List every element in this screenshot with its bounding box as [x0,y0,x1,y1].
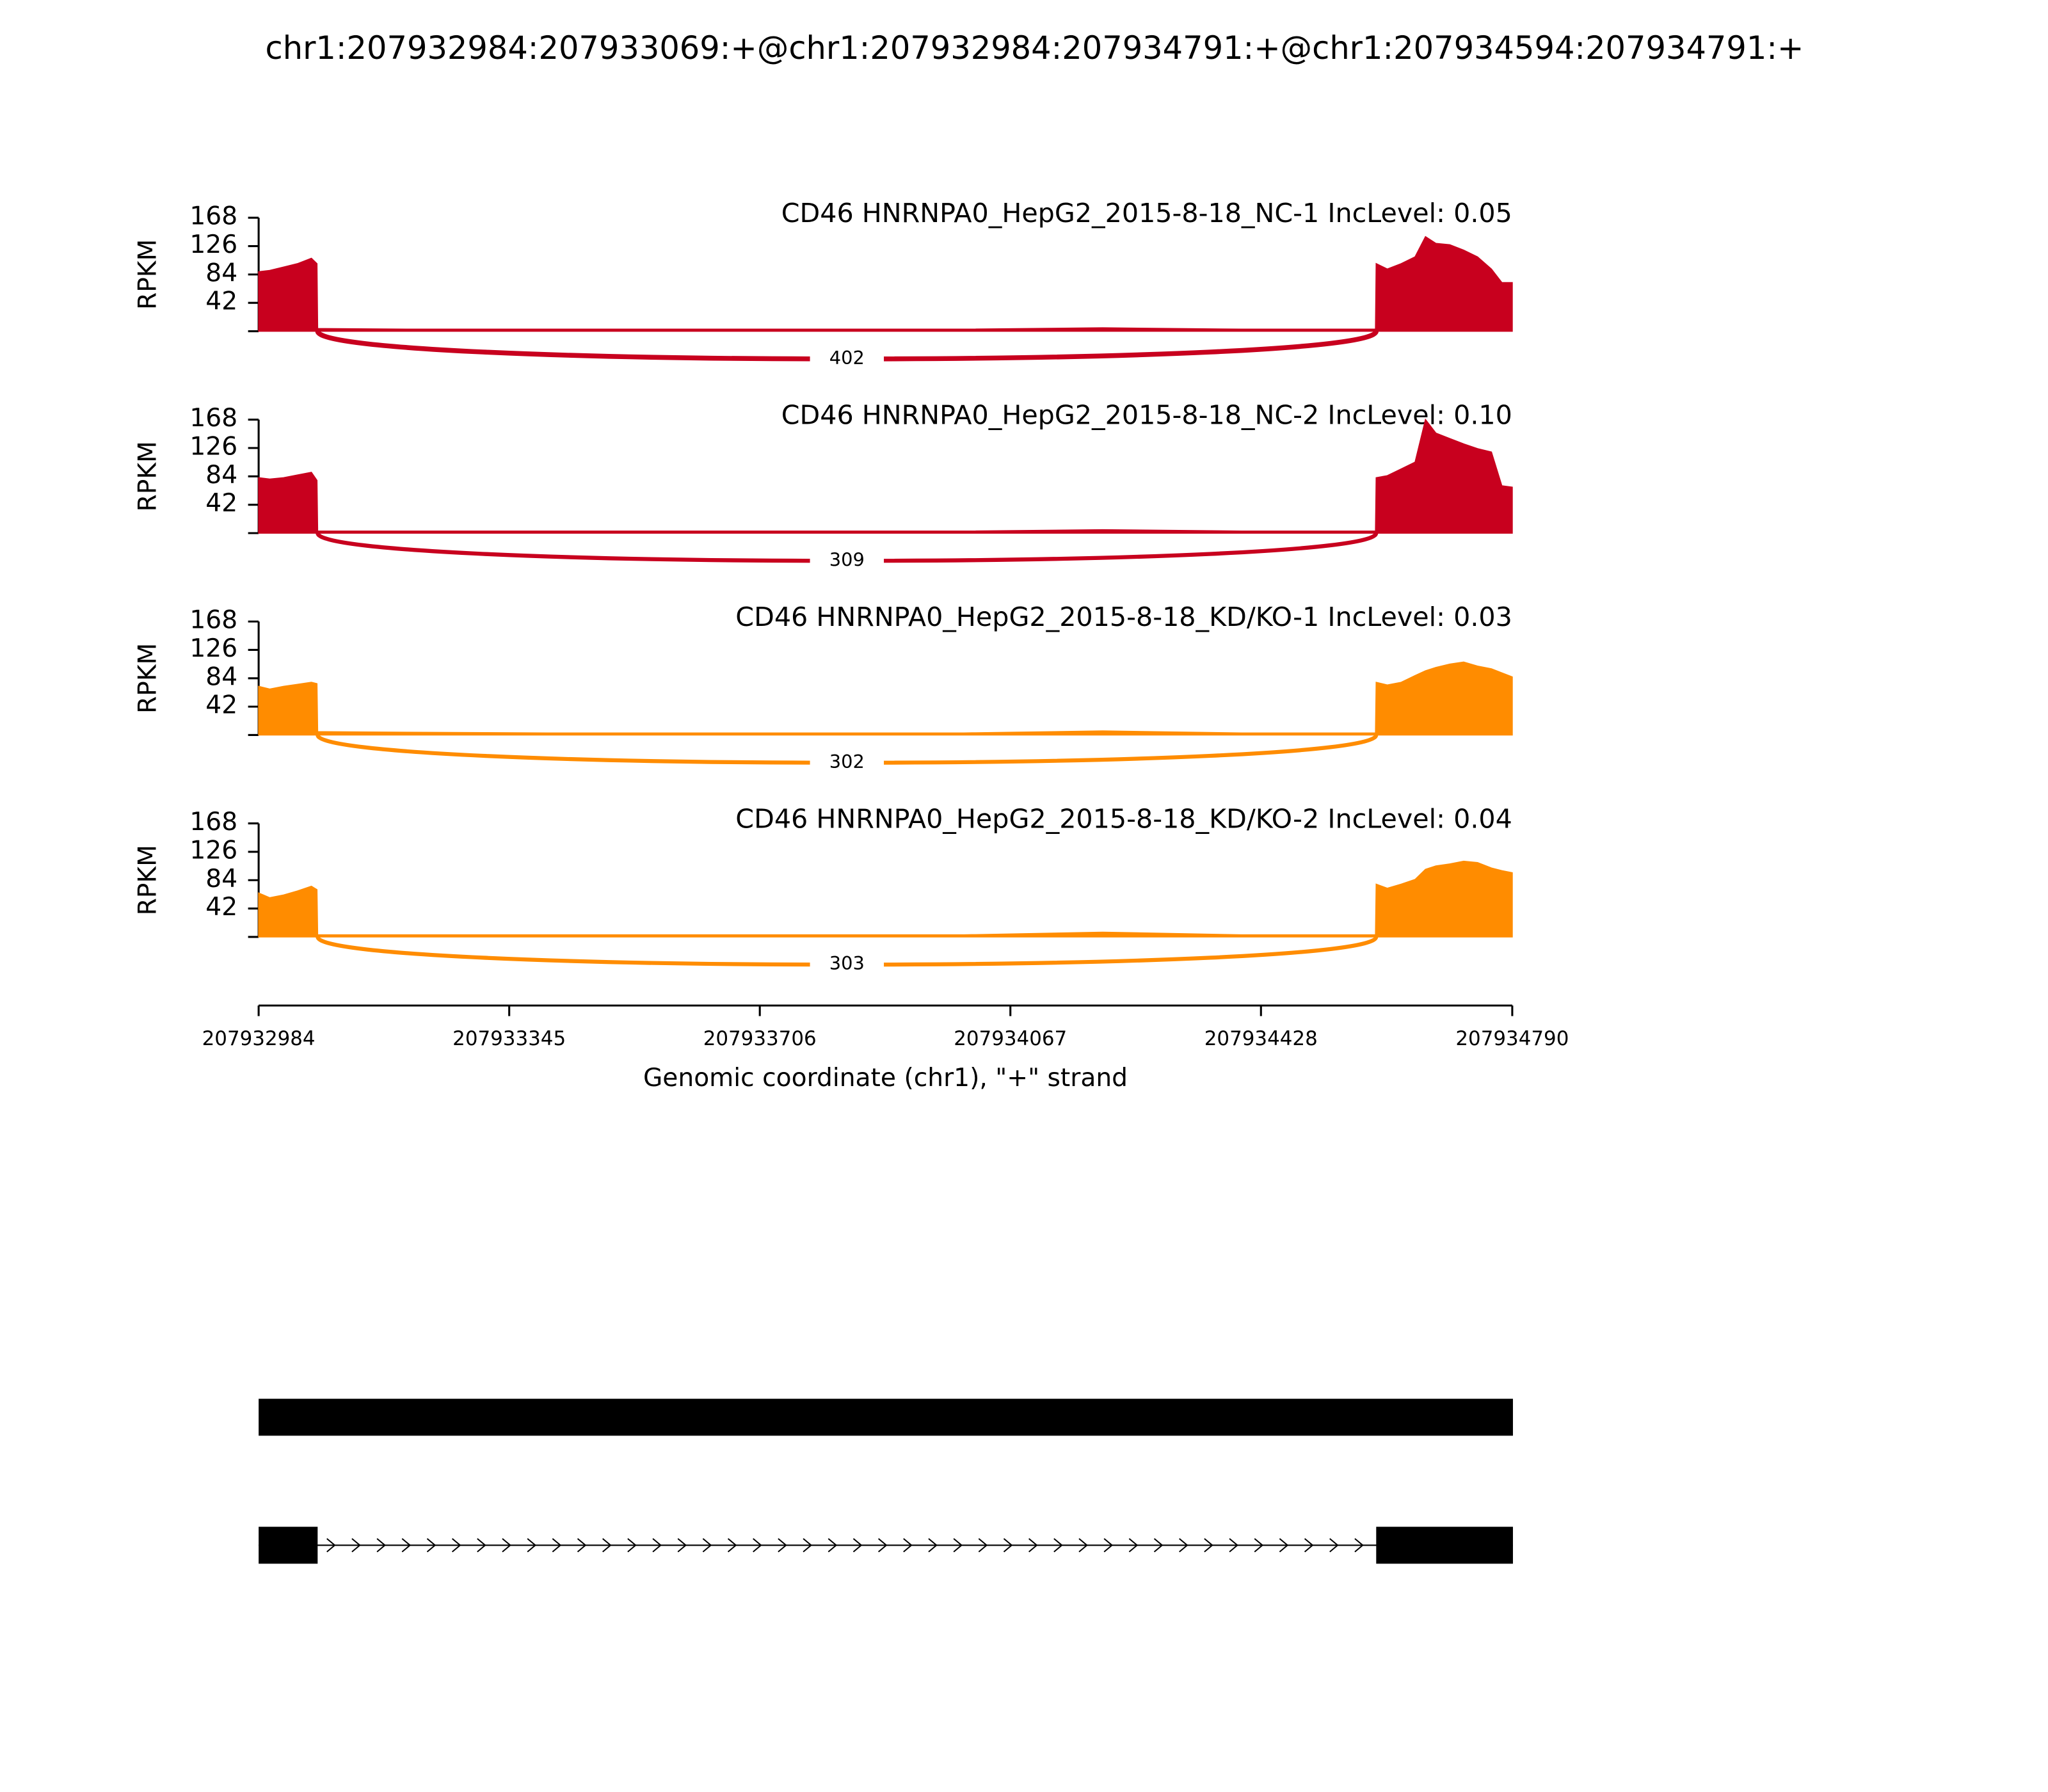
strand-chevron [1128,1538,1139,1553]
strand-chevron [552,1538,562,1553]
strand-chevron [376,1538,387,1553]
strand-chevron [1254,1538,1264,1553]
panel-title: CD46 HNRNPA0_HepG2_2015-8-18_KD/KO-1 Inc… [735,602,1512,632]
y-tick-label: 42 [205,893,237,922]
strand-chevron [1078,1538,1088,1553]
strand-chevron [1204,1538,1213,1553]
exon [259,1398,1513,1436]
y-tick-label: 168 [189,808,237,836]
coverage-area [258,860,1513,938]
exon [259,1526,318,1564]
strand-chevron [326,1538,336,1553]
y-tick-label: 168 [189,606,237,635]
strand-chevron [477,1538,486,1553]
x-tick-label: 207932984 [202,1027,316,1050]
x-axis-label: Genomic coordinate (chr1), "+" strand [643,1064,1128,1092]
coverage-area [258,661,1513,736]
strand-chevron [877,1538,888,1553]
y-tick-label: 84 [205,865,237,893]
coverage-area [258,418,1513,534]
junction-label-bg [810,548,884,573]
x-tick-label: 207933345 [452,1027,566,1050]
strand-chevron [602,1538,612,1553]
strand-chevron [702,1538,712,1553]
strand-chevron [1103,1538,1114,1553]
coverage-area [258,236,1513,332]
strand-chevron [1053,1538,1063,1553]
y-tick-label: 84 [205,259,237,287]
y-tick-label: 168 [189,404,237,433]
junction-label: 302 [829,751,865,772]
y-tick-label: 168 [189,202,237,231]
junction-label-bg [810,347,884,371]
strand-chevron [828,1538,838,1553]
junction-label-bg [810,952,884,977]
junction-label-bg [810,751,884,775]
y-tick-label: 42 [205,691,237,720]
y-tick-label: 126 [189,433,237,461]
strand-chevron [451,1538,461,1553]
panel-title: CD46 HNRNPA0_HepG2_2015-8-18_NC-1 IncLev… [781,198,1512,228]
y-tick-label: 84 [205,461,237,490]
x-tick-label: 207934790 [1455,1027,1569,1050]
y-axis-label: RPKM [133,845,162,915]
strand-chevron [727,1538,737,1553]
strand-chevron [677,1538,687,1553]
strand-chevron [1153,1538,1164,1553]
strand-chevron [953,1538,963,1553]
y-axis-label: RPKM [133,643,162,714]
y-tick-label: 126 [189,836,237,865]
junction-label: 309 [829,548,865,570]
strand-chevron [1329,1538,1339,1553]
strand-chevron [351,1538,361,1553]
strand-chevron [426,1538,436,1553]
y-tick-label: 42 [205,287,237,316]
panel-title: CD46 HNRNPA0_HepG2_2015-8-18_NC-2 IncLev… [781,400,1512,431]
y-tick-label: 42 [205,489,237,518]
x-tick-label: 207934067 [954,1027,1067,1050]
y-tick-label: 126 [189,230,237,259]
exon [1376,1526,1513,1564]
strand-chevron [978,1538,988,1553]
y-tick-label: 126 [189,634,237,663]
strand-chevron [627,1538,637,1553]
strand-chevron [803,1538,813,1553]
strand-chevron [778,1538,787,1553]
strand-chevron [928,1538,938,1553]
x-tick-label: 207934428 [1204,1027,1318,1050]
strand-chevron [1279,1538,1289,1553]
strand-chevron [1179,1538,1188,1553]
strand-chevron [502,1538,511,1553]
strand-chevron [577,1538,587,1553]
strand-chevron [1229,1538,1239,1553]
y-axis-label: RPKM [133,239,162,310]
strand-chevron [753,1538,762,1553]
panel-title: CD46 HNRNPA0_HepG2_2015-8-18_KD/KO-2 Inc… [735,803,1512,834]
junction-label: 402 [829,347,865,369]
strand-chevron [1304,1538,1314,1553]
y-tick-label: 84 [205,662,237,691]
strand-chevron [401,1538,412,1553]
strand-chevron [527,1538,537,1553]
x-tick-label: 207933706 [703,1027,817,1050]
strand-chevron [1028,1538,1038,1553]
strand-chevron [1354,1538,1364,1553]
strand-chevron [903,1538,913,1553]
strand-chevron [1003,1538,1013,1553]
strand-chevron [652,1538,662,1553]
junction-label: 303 [829,952,865,974]
y-axis-label: RPKM [133,441,162,511]
strand-chevron [852,1538,863,1553]
chart-title: chr1:207932984:207933069:+@chr1:20793298… [266,29,1804,67]
